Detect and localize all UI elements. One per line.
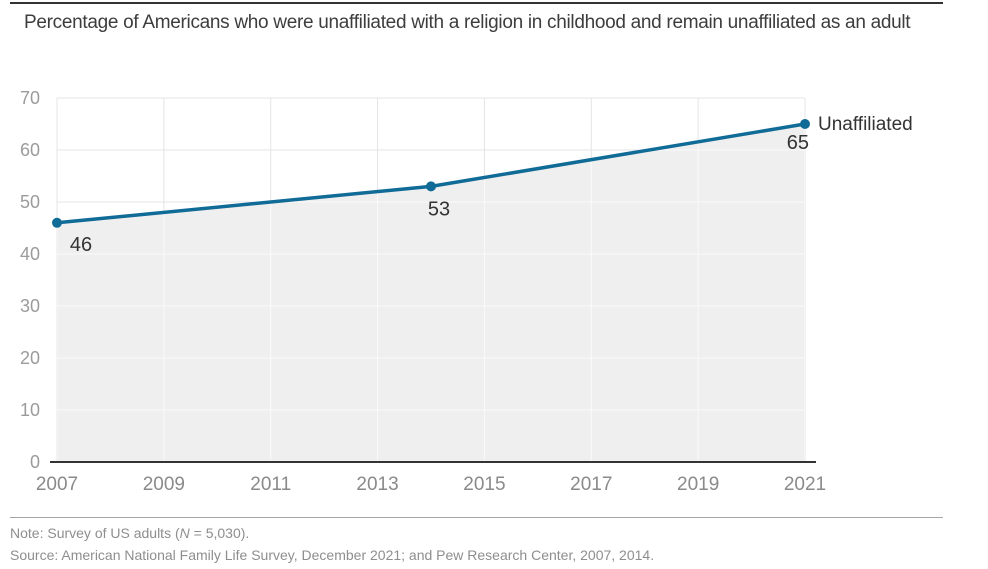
y-tick-label: 0 [30, 452, 40, 472]
y-tick-label: 60 [20, 140, 40, 160]
data-point-label: 53 [428, 198, 450, 220]
note-text: Note: Survey of US adults ( [10, 525, 180, 541]
y-tick-label: 10 [20, 400, 40, 420]
x-tick-label: 2019 [677, 474, 719, 495]
chart-note: Note: Survey of US adults (N = 5,030). [10, 522, 249, 544]
y-tick-label: 40 [20, 244, 40, 264]
y-tick-label: 30 [20, 296, 40, 316]
x-tick-label: 2011 [250, 474, 291, 495]
line-chart: 46 53 65 Unaffiliated 0 10 20 30 40 50 60 70 2007 200… [20, 88, 913, 495]
note-text-suffix: = 5,030). [189, 525, 250, 541]
x-tick-label: 2009 [143, 474, 185, 495]
area-fill [57, 124, 805, 462]
data-point-label: 46 [70, 234, 92, 256]
x-tick-label: 2017 [570, 474, 612, 495]
chart-title: Percentage of Americans who were unaffil… [24, 12, 911, 33]
x-tick-label: 2013 [356, 474, 398, 495]
data-point-label: 65 [787, 132, 809, 154]
y-tick-label: 20 [20, 348, 40, 368]
footer-divider [10, 517, 943, 518]
y-tick-label: 50 [20, 192, 40, 212]
top-rule [10, 2, 943, 4]
data-point[interactable] [426, 181, 436, 192]
x-tick-label: 2007 [36, 474, 78, 495]
chart-source: Source: American National Family Life Su… [10, 547, 655, 563]
series-label: Unaffiliated [818, 114, 913, 135]
note-n-italic: N [179, 525, 190, 541]
y-tick-label: 70 [20, 88, 40, 108]
data-point[interactable] [52, 217, 62, 228]
data-point[interactable] [800, 119, 810, 129]
x-tick-label: 2021 [784, 474, 826, 495]
x-tick-label: 2015 [463, 474, 505, 495]
